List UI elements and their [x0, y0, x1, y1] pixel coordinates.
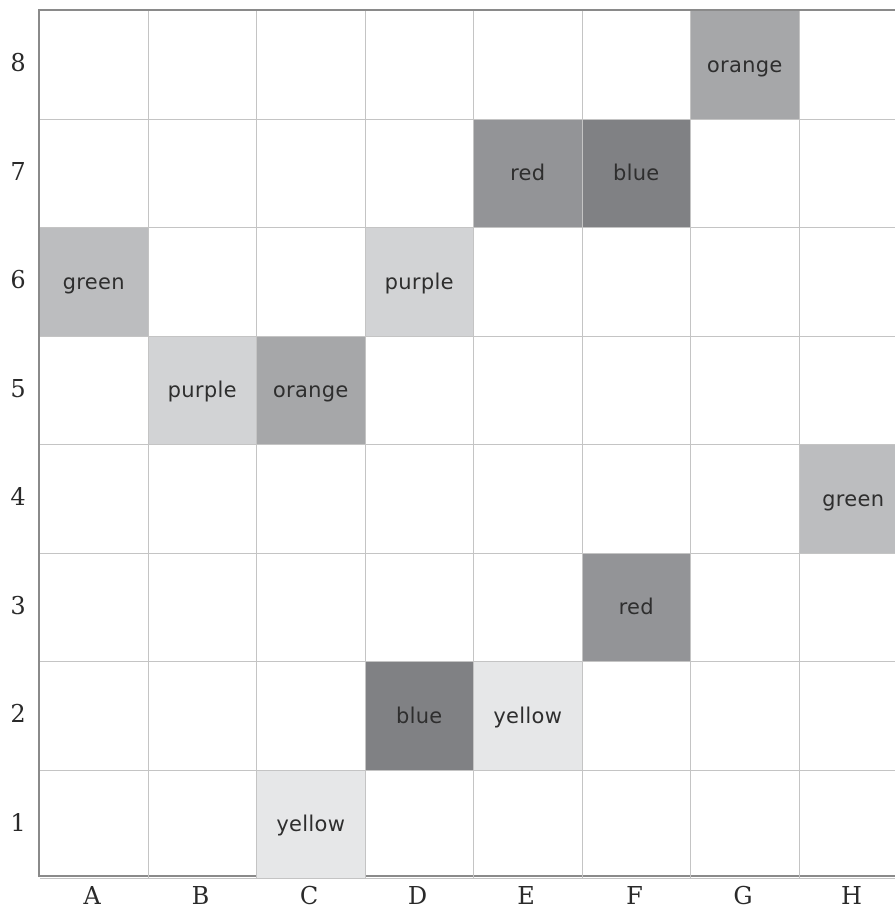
empty-cell-h1 — [799, 771, 895, 879]
empty-cell-g4 — [691, 445, 800, 554]
empty-cell-a1 — [40, 770, 149, 879]
empty-cell-a7 — [40, 119, 149, 228]
empty-cell-c3 — [257, 553, 366, 662]
row-label-5: 5 — [10, 374, 26, 403]
empty-cell-h5 — [799, 337, 895, 445]
empty-cell-h3 — [799, 554, 895, 662]
empty-cell-a8 — [40, 11, 149, 120]
row-label-3: 3 — [10, 591, 26, 620]
row-label-2: 2 — [10, 700, 26, 728]
row-label-4: 4 — [10, 483, 26, 511]
empty-cell-h6 — [799, 228, 895, 337]
grid-board: orange red blue green purple purple orange gree… — [38, 9, 895, 879]
cell-label: green — [62, 269, 125, 294]
empty-cell-d4 — [365, 445, 474, 554]
column-label-c: C — [299, 882, 319, 910]
empty-cell-e3 — [474, 553, 583, 662]
empty-cell-f5 — [582, 336, 691, 445]
cell-label: yellow — [276, 812, 346, 837]
empty-cell-b6 — [148, 228, 257, 337]
empty-cell-f1 — [582, 770, 691, 879]
empty-cell-f8 — [582, 11, 691, 120]
empty-cell-g3 — [691, 553, 800, 662]
colored-cell-c5: orange — [257, 336, 366, 445]
empty-cell-g6 — [691, 228, 800, 337]
empty-cell-a4 — [40, 445, 149, 554]
empty-cell-f2 — [582, 662, 691, 771]
empty-cell-d8 — [365, 11, 474, 120]
column-label-a: A — [83, 882, 101, 910]
cell-label: red — [618, 595, 654, 620]
column-label-g: G — [733, 882, 753, 910]
row-label-8: 8 — [10, 49, 26, 77]
empty-cell-b8 — [148, 11, 257, 120]
empty-cell-c2 — [257, 662, 366, 771]
empty-cell-h2 — [799, 662, 895, 771]
empty-cell-c8 — [257, 11, 366, 120]
row-label-6: 6 — [10, 266, 26, 294]
empty-cell-d3 — [365, 553, 474, 662]
empty-cell-e8 — [474, 11, 583, 120]
cell-label: purple — [167, 378, 237, 403]
cell-label: orange — [272, 378, 349, 403]
colored-cell-g8: orange — [691, 11, 800, 120]
empty-cell-g5 — [691, 336, 800, 445]
empty-cell-c4 — [257, 445, 366, 554]
colored-cell-e7: red — [474, 119, 583, 228]
empty-cell-a2 — [40, 662, 149, 771]
empty-cell-b3 — [148, 553, 257, 662]
empty-cell-b1 — [148, 770, 257, 879]
empty-cell-b7 — [148, 119, 257, 228]
empty-cell-h8 — [799, 11, 895, 120]
empty-cell-a5 — [40, 336, 149, 445]
empty-cell-f4 — [582, 445, 691, 554]
empty-cell-a3 — [40, 553, 149, 662]
colored-cell-c1: yellow — [257, 770, 366, 879]
empty-cell-e6 — [474, 228, 583, 337]
empty-cell-e5 — [474, 336, 583, 445]
colored-cell-d6: purple — [365, 228, 474, 337]
colored-cell-d2: blue — [365, 662, 474, 771]
colored-cell-f7: blue — [582, 119, 691, 228]
colored-cell-h4: green — [799, 445, 895, 554]
cell-label: green — [822, 486, 885, 511]
colored-cell-e2: yellow — [474, 662, 583, 771]
cell-label: yellow — [493, 703, 563, 728]
cell-label: orange — [706, 52, 783, 77]
column-label-b: B — [191, 882, 210, 910]
empty-cell-c7 — [257, 119, 366, 228]
empty-cell-g2 — [691, 662, 800, 771]
empty-cell-b4 — [148, 445, 257, 554]
cell-label: blue — [612, 161, 660, 186]
column-label-h: H — [841, 882, 862, 910]
colored-cell-b5: purple — [148, 336, 257, 445]
empty-cell-h7 — [799, 120, 895, 228]
cell-label: purple — [384, 269, 454, 294]
cell-label: red — [510, 161, 546, 186]
empty-cell-d5 — [365, 336, 474, 445]
empty-cell-d7 — [365, 119, 474, 228]
empty-cell-d1 — [365, 770, 474, 879]
colored-cell-f3: red — [582, 553, 691, 662]
empty-cell-f6 — [582, 228, 691, 337]
empty-cell-c6 — [257, 228, 366, 337]
column-label-f: F — [626, 882, 643, 910]
column-label-e: E — [517, 882, 535, 910]
row-label-1: 1 — [10, 808, 26, 837]
cell-label: blue — [395, 703, 443, 728]
column-label-d: D — [407, 882, 428, 910]
row-label-7: 7 — [10, 157, 26, 186]
empty-cell-e1 — [474, 770, 583, 879]
empty-cell-g1 — [691, 770, 800, 879]
empty-cell-e4 — [474, 445, 583, 554]
colored-cell-a6: green — [40, 228, 149, 337]
empty-cell-g7 — [691, 119, 800, 228]
empty-cell-b2 — [148, 662, 257, 771]
